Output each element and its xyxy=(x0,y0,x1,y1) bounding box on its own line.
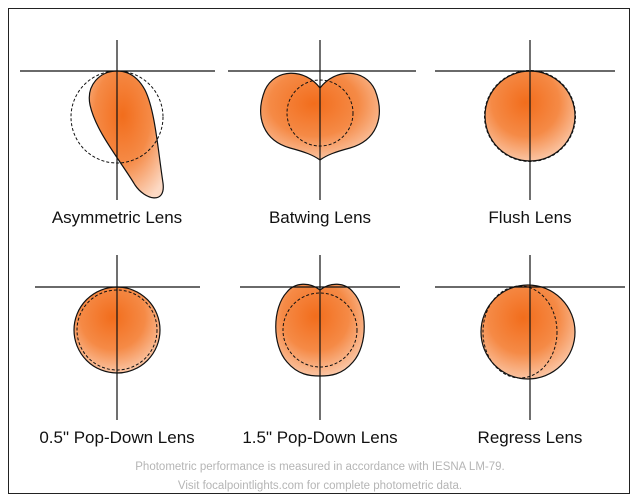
footer-note: Photometric performance is measured in a… xyxy=(135,461,504,473)
asymmetric-diagram xyxy=(20,40,215,200)
lens-label: 1.5" Pop-Down Lens xyxy=(242,428,397,447)
lens-label: Regress Lens xyxy=(478,428,583,447)
lens-label: Flush Lens xyxy=(488,208,571,227)
lens-label: Batwing Lens xyxy=(269,208,371,227)
shape xyxy=(480,284,576,380)
batwing-diagram xyxy=(228,40,416,200)
shape xyxy=(88,70,164,199)
regress-diagram xyxy=(435,255,625,420)
popdown-15-diagram xyxy=(240,255,400,420)
shape xyxy=(482,285,558,379)
shape xyxy=(282,292,358,368)
frame xyxy=(8,8,630,494)
footer-note: Visit focalpointlights.com for complete … xyxy=(178,480,462,492)
popdown-05-diagram xyxy=(35,255,200,420)
lens-label: 0.5" Pop-Down Lens xyxy=(39,428,194,447)
lens-label: Asymmetric Lens xyxy=(52,208,182,227)
flush-diagram xyxy=(435,40,615,200)
